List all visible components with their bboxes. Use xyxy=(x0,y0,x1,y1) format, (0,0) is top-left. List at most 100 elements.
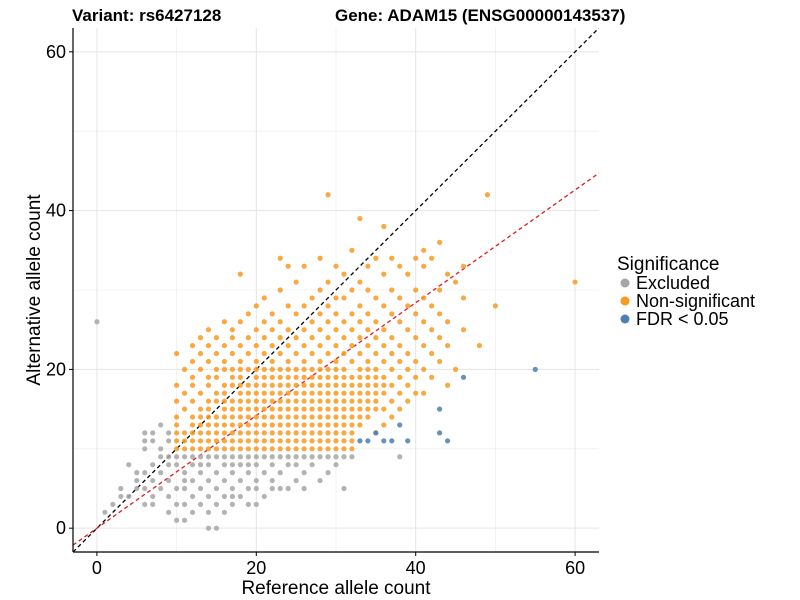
data-point-non-significant xyxy=(261,422,267,428)
data-point-non-significant xyxy=(397,319,403,325)
data-point-non-significant xyxy=(261,335,267,341)
data-point-non-significant xyxy=(197,446,204,452)
data-point-non-significant xyxy=(413,335,419,341)
data-point-excluded xyxy=(237,477,243,484)
data-point-non-significant xyxy=(269,382,275,388)
data-point-non-significant xyxy=(309,430,315,436)
data-point-non-significant xyxy=(373,335,379,341)
data-point-non-significant xyxy=(237,398,243,404)
data-point-non-significant xyxy=(253,414,259,420)
data-point-non-significant xyxy=(429,255,435,261)
data-point-non-significant xyxy=(341,350,347,357)
data-point-non-significant xyxy=(301,382,307,388)
data-point-excluded xyxy=(181,501,188,507)
data-point-non-significant xyxy=(397,295,403,301)
data-point-excluded xyxy=(213,454,220,460)
data-point-non-significant xyxy=(341,319,347,325)
data-point-non-significant xyxy=(309,382,315,388)
data-point-excluded xyxy=(301,454,307,460)
data-point-non-significant xyxy=(221,319,228,325)
data-point-non-significant xyxy=(277,446,283,452)
data-point-non-significant xyxy=(285,414,291,420)
data-point-non-significant xyxy=(301,358,307,365)
data-point-non-significant xyxy=(309,366,315,372)
data-point-non-significant xyxy=(221,414,228,420)
data-point-non-significant xyxy=(205,422,212,428)
data-point-excluded xyxy=(277,485,283,492)
data-point-non-significant xyxy=(285,358,291,365)
data-point-non-significant xyxy=(429,327,435,333)
data-point-non-significant xyxy=(349,374,355,380)
data-point-non-significant xyxy=(333,446,339,452)
data-point-excluded xyxy=(253,485,259,492)
data-point-non-significant xyxy=(245,382,251,388)
data-point-non-significant xyxy=(221,422,228,428)
data-point-non-significant xyxy=(317,406,323,412)
data-point-excluded xyxy=(269,462,275,468)
data-point-non-significant xyxy=(381,422,387,428)
data-point-non-significant xyxy=(365,311,371,317)
data-point-excluded xyxy=(118,485,124,492)
data-point-non-significant xyxy=(333,366,339,372)
data-point-non-significant xyxy=(357,319,363,325)
data-point-non-significant xyxy=(317,255,323,261)
data-point-non-significant xyxy=(253,374,259,380)
data-point-excluded xyxy=(309,454,315,460)
data-point-non-significant xyxy=(381,223,387,230)
data-point-non-significant xyxy=(357,335,363,341)
data-point-excluded xyxy=(189,454,196,460)
data-point-non-significant xyxy=(301,422,307,428)
data-point-non-significant xyxy=(365,390,371,396)
data-point-non-significant xyxy=(237,438,243,444)
data-point-non-significant xyxy=(285,422,291,428)
data-point-non-significant xyxy=(189,398,196,404)
data-point-excluded xyxy=(94,319,100,325)
data-point-excluded xyxy=(142,430,148,436)
data-point-non-significant xyxy=(237,382,243,388)
data-point-fdr-0-05 xyxy=(444,438,451,444)
data-point-excluded xyxy=(110,501,116,507)
data-point-excluded xyxy=(205,477,212,484)
data-point-non-significant xyxy=(269,366,275,372)
data-point-non-significant xyxy=(221,398,228,404)
data-point-non-significant xyxy=(174,430,180,436)
data-point-non-significant xyxy=(413,374,419,380)
data-point-non-significant xyxy=(221,438,228,444)
data-point-excluded xyxy=(150,438,156,444)
data-point-excluded xyxy=(174,462,180,468)
data-point-excluded xyxy=(253,462,259,468)
data-point-non-significant xyxy=(349,430,355,436)
data-point-excluded xyxy=(301,485,307,492)
data-point-non-significant xyxy=(237,319,243,325)
data-point-non-significant xyxy=(381,303,387,309)
data-point-excluded xyxy=(158,446,164,452)
data-point-excluded xyxy=(285,485,291,492)
data-point-excluded xyxy=(205,525,212,531)
data-point-excluded xyxy=(142,446,148,452)
data-point-non-significant xyxy=(309,319,315,325)
data-point-non-significant xyxy=(261,438,267,444)
data-point-non-significant xyxy=(325,303,331,309)
data-point-non-significant xyxy=(333,295,339,301)
data-point-non-significant xyxy=(389,366,395,372)
data-point-non-significant xyxy=(365,358,371,365)
data-point-excluded xyxy=(261,454,267,460)
data-point-excluded xyxy=(229,470,235,476)
axes xyxy=(72,28,599,553)
data-point-excluded xyxy=(213,485,220,492)
data-point-excluded xyxy=(221,477,228,484)
data-point-non-significant xyxy=(397,406,403,412)
data-point-non-significant xyxy=(341,422,347,428)
data-point-excluded xyxy=(229,462,235,468)
data-point-excluded xyxy=(174,501,180,507)
data-point-non-significant xyxy=(413,311,419,317)
data-point-non-significant xyxy=(341,398,347,404)
data-point-non-significant xyxy=(293,398,299,404)
data-point-non-significant xyxy=(381,327,387,333)
data-point-excluded xyxy=(174,454,180,460)
data-point-non-significant xyxy=(333,438,339,444)
data-point-non-significant xyxy=(309,406,315,412)
chart-title-variant: Variant: rs6427128 xyxy=(72,6,221,25)
data-point-non-significant xyxy=(381,358,387,365)
data-point-non-significant xyxy=(341,271,347,277)
